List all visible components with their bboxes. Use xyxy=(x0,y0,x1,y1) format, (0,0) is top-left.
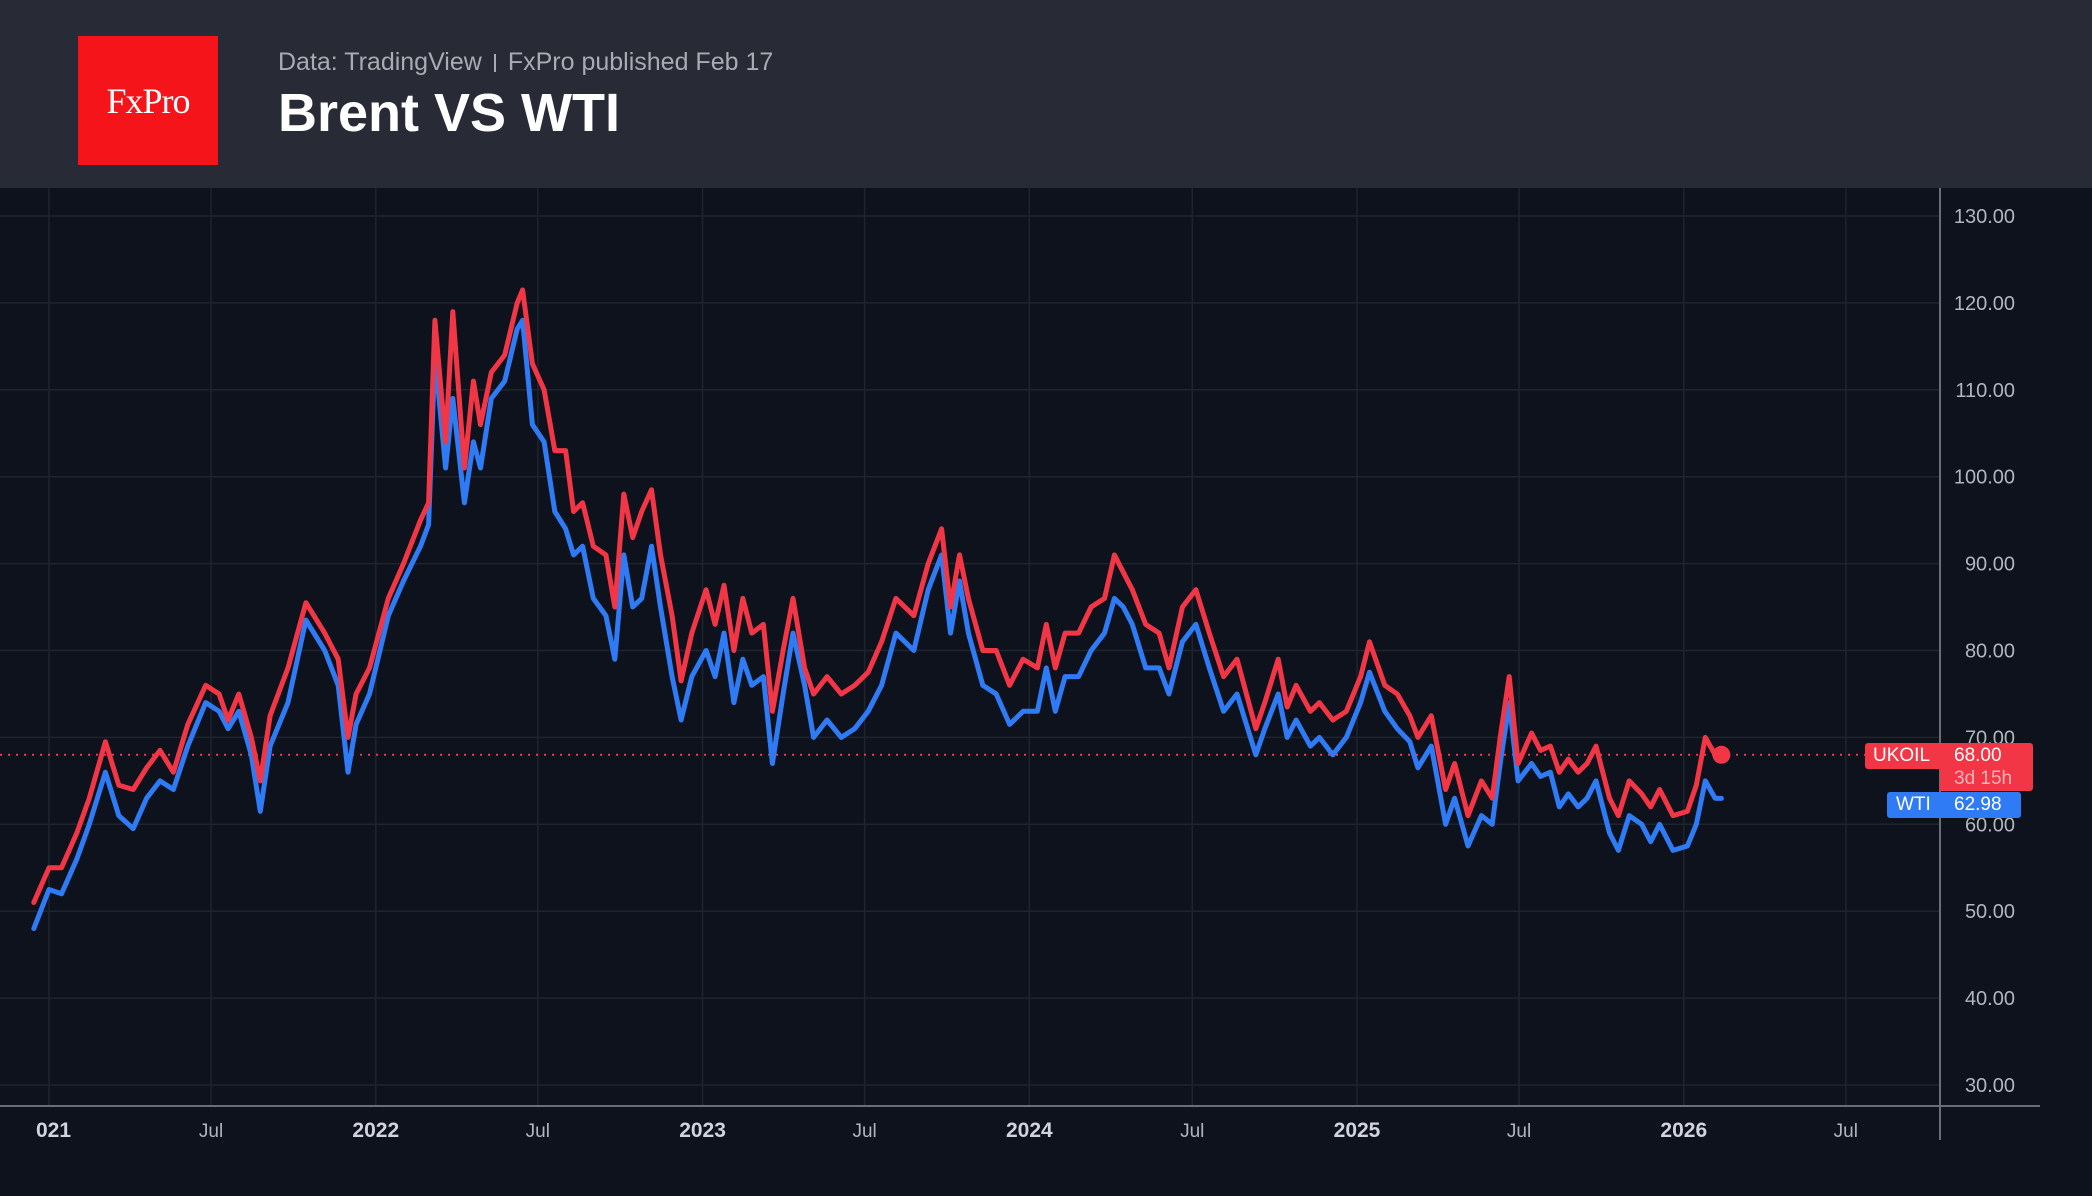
ukoil-series-line xyxy=(31,287,1724,905)
logo-text: FxPro xyxy=(106,80,190,121)
y-tick-label: 60.00 xyxy=(1965,814,2015,836)
separator xyxy=(493,54,496,73)
x-tick-label: Jul xyxy=(199,1121,223,1142)
y-tick-label: 50.00 xyxy=(1965,901,2015,923)
y-tick-label: 30.00 xyxy=(1965,1075,2015,1097)
x-tick-label: 2025 xyxy=(1334,1119,1381,1142)
x-tick-label: Jul xyxy=(1834,1121,1858,1142)
x-tick-label: 021 xyxy=(36,1119,71,1142)
grid xyxy=(0,188,1940,1106)
y-tick-label: 110.00 xyxy=(1955,380,2015,402)
x-tick-label: Jul xyxy=(852,1121,876,1142)
wti-label: WTI xyxy=(1887,792,1940,818)
y-tick-label: 80.00 xyxy=(1965,641,2015,663)
ukoil-value-box: 68.00 3d 15h xyxy=(1940,743,2033,791)
ukoil-value: 68.00 xyxy=(1954,745,2002,766)
ukoil-label: UKOIL xyxy=(1865,743,1940,769)
wti-price-tag: WTI 62.98 xyxy=(1887,792,2021,818)
x-tick-label: Jul xyxy=(1180,1121,1204,1142)
y-tick-label: 100.00 xyxy=(1954,467,2015,489)
page-title: Brent VS WTI xyxy=(278,83,621,143)
y-tick-label: 120.00 xyxy=(1954,293,2015,315)
x-tick-label: 2022 xyxy=(352,1119,399,1142)
axes: 30.0040.0050.0060.0070.0080.0090.00100.0… xyxy=(0,188,2040,1142)
x-tick-label: 2024 xyxy=(1006,1119,1053,1142)
published-date: FxPro published Feb 17 xyxy=(507,48,774,76)
ukoil-last-point xyxy=(1712,745,1731,764)
fxpro-logo: FxPro xyxy=(78,36,218,165)
data-source: Data: TradingView xyxy=(278,48,482,76)
ukoil-countdown: 3d 15h xyxy=(1954,768,2013,789)
x-tick-label: 2026 xyxy=(1660,1119,1707,1142)
x-tick-label: Jul xyxy=(1507,1121,1531,1142)
ukoil-price-tag: UKOIL 68.00 3d 15h xyxy=(1865,743,2033,791)
x-tick-label: 2023 xyxy=(679,1119,726,1142)
header: FxPro Data: TradingView FxPro published F… xyxy=(0,0,2092,188)
x-tick-label: Jul xyxy=(526,1121,550,1142)
y-tick-label: 40.00 xyxy=(1965,988,2015,1010)
series-lines xyxy=(0,287,1940,932)
y-tick-label: 90.00 xyxy=(1965,554,2015,576)
y-tick-label: 130.00 xyxy=(1954,206,2015,228)
wti-value: 62.98 xyxy=(1940,792,2021,818)
wti-series-line xyxy=(31,317,1724,932)
subtitle: Data: TradingView FxPro published Feb 17 xyxy=(278,48,773,77)
